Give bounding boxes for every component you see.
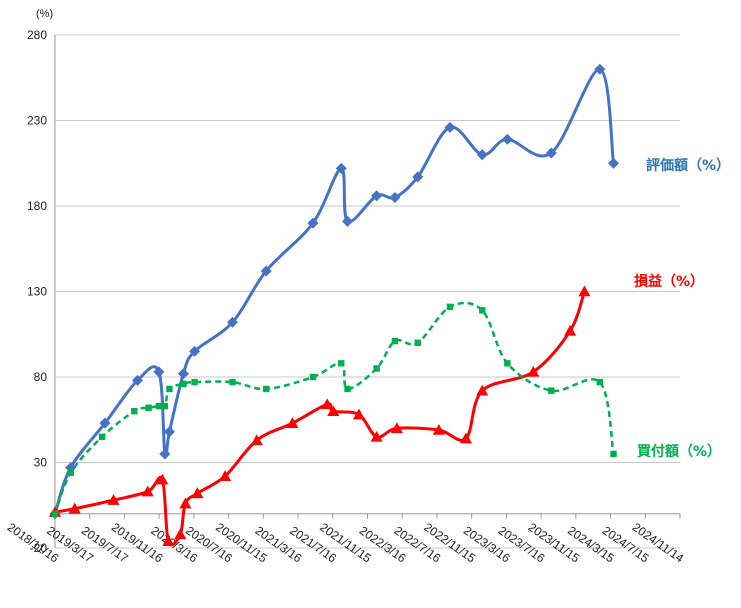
series-hyoukagaku-point-8 (189, 345, 201, 357)
series-soneki-point-15 (370, 430, 383, 442)
series-label-soneki: 損益（%） (634, 273, 704, 290)
y-tick-label: -20 (30, 541, 48, 555)
series-hyoukagaku-point-18 (476, 149, 488, 161)
series-kaitsukegaku-point-3 (131, 408, 138, 415)
series-kaitsukegaku-point-4 (145, 404, 152, 411)
series-kaitsukegaku-point-21 (548, 387, 555, 394)
series-hyoukagaku-point-17 (444, 121, 456, 133)
series-kaitsukegaku-point-12 (309, 373, 317, 381)
series-hyoukagaku-point-3 (131, 374, 143, 386)
series-hyoukagaku-point-21 (594, 63, 606, 75)
series-soneki-point-17 (432, 424, 445, 435)
y-tick-label: 30 (34, 456, 48, 470)
series-hyoukagaku-point-2 (99, 417, 111, 429)
series-kaitsukegaku-point-1 (67, 469, 74, 476)
series-kaitsukegaku-point-18 (446, 303, 454, 311)
series-soneki-point-13 (327, 405, 340, 416)
series-kaitsukegaku-point-0 (51, 510, 59, 517)
series-kaitsukegaku-point-17 (414, 339, 421, 346)
series-label-kaitsukegaku: 買付額（%） (637, 443, 721, 460)
series-hyoukagaku-point-16 (412, 171, 424, 183)
series-soneki-point-21 (564, 324, 577, 336)
series-soneki-point-11 (286, 417, 299, 428)
series-soneki-line (53, 290, 586, 547)
series-kaitsukegaku-point-23 (610, 450, 617, 458)
series-hyoukagaku-point-11 (307, 217, 319, 229)
series-hyoukagaku-point-15 (389, 191, 401, 203)
series-hyoukagaku-point-22 (608, 157, 620, 169)
y-tick-label: 230 (27, 114, 47, 128)
series-soneki-point-1 (68, 502, 81, 514)
series-hyoukagaku-point-5 (159, 448, 171, 460)
y-tick-label: 80 (34, 370, 48, 384)
series-hyoukagaku-point-4 (153, 366, 165, 378)
series-hyoukagaku-point-14 (371, 190, 383, 202)
series-markers (49, 63, 620, 546)
series-soneki-point-2 (107, 494, 120, 505)
y-tick-label: 130 (27, 285, 47, 299)
series-label-hyoukagaku: 評価額（%） (646, 157, 730, 174)
series-soneki-point-8 (191, 487, 204, 499)
series-soneki-point-5 (162, 535, 175, 546)
series-soneki-point-19 (476, 384, 489, 396)
series-hyoukagaku-point-6 (163, 426, 175, 438)
series-kaitsukegaku-point-15 (373, 365, 380, 372)
series-soneki-point-12 (321, 398, 334, 410)
series-kaitsukegaku-point-19 (479, 307, 486, 314)
series-hyoukagaku-point-7 (177, 368, 189, 380)
series-kaitsukegaku-point-13 (338, 360, 345, 367)
series-soneki-point-16 (390, 422, 403, 434)
series-soneki-point-7 (179, 497, 192, 509)
series-kaitsukegaku-point-2 (98, 433, 106, 441)
y-axis-unit-label: (%) (36, 8, 53, 20)
series-kaitsukegaku-point-22 (596, 378, 604, 386)
series-hyoukagaku-point-10 (260, 265, 272, 277)
y-tick-label: 180 (27, 199, 47, 213)
series-soneki-point-18 (459, 432, 472, 444)
series-kaitsukegaku-point-11 (262, 385, 270, 393)
series-soneki-point-3 (141, 485, 154, 497)
y-tick-label: 280 (27, 28, 47, 42)
series-hyoukagaku-point-13 (342, 215, 354, 227)
series-soneki-point-9 (219, 470, 232, 481)
series-kaitsukegaku-point-9 (191, 378, 198, 386)
series-kaitsukegaku-point-10 (229, 378, 236, 386)
series-hyoukagaku-point-19 (501, 133, 513, 145)
series-kaitsukegaku-point-5 (155, 402, 163, 410)
series-kaitsukegaku-point-14 (344, 385, 351, 393)
series-kaitsukegaku-point-20 (504, 360, 511, 367)
series-soneki-point-6 (174, 528, 187, 540)
series-kaitsukegaku-point-7 (166, 385, 173, 393)
series-lines (53, 67, 615, 547)
series-soneki-point-14 (352, 408, 365, 420)
series-hyoukagaku-point-9 (227, 316, 239, 328)
series-soneki-point-10 (250, 434, 263, 446)
series-soneki-point-20 (527, 365, 540, 377)
series-soneki-point-4 (156, 473, 169, 485)
series-kaitsukegaku-point-6 (161, 402, 169, 410)
series-soneki-point-22 (578, 285, 591, 297)
series-kaitsukegaku-point-16 (391, 337, 399, 345)
series-hyoukagaku-point-20 (545, 147, 557, 159)
series-hyoukagaku-point-12 (335, 162, 347, 174)
series-kaitsukegaku-line (53, 301, 615, 515)
series-kaitsukegaku-point-8 (180, 380, 187, 388)
